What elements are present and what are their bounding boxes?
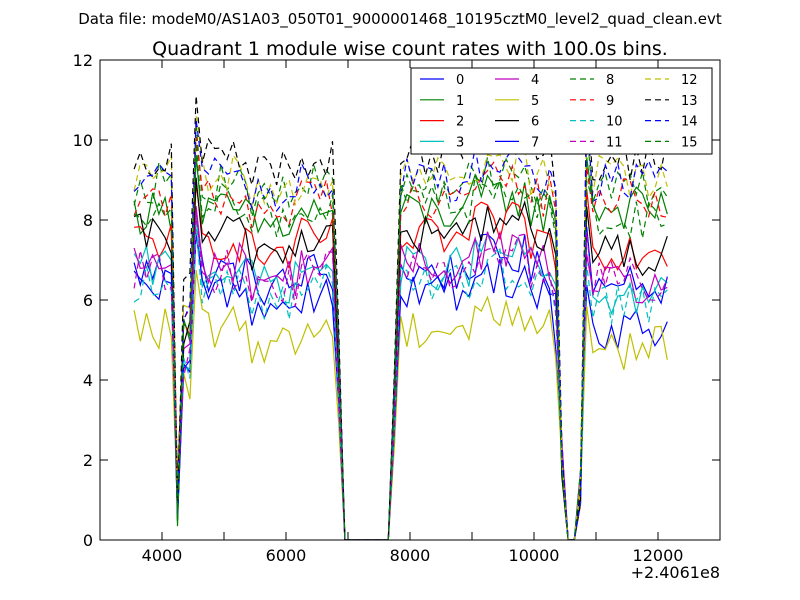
series-line-11 <box>133 212 668 540</box>
legend-label-14: 14 <box>681 115 698 130</box>
x-tick-label: 4000 <box>142 546 183 565</box>
legend-label-5: 5 <box>531 94 539 109</box>
legend-label-12: 12 <box>681 73 698 88</box>
series-line-10 <box>133 224 668 540</box>
y-tick-label: 4 <box>83 371 93 390</box>
legend-label-9: 9 <box>606 94 614 109</box>
legend-label-6: 6 <box>531 115 539 130</box>
chart-suptitle: Data file: modeM0/AS1A03_050T01_90000014… <box>78 10 722 29</box>
series-line-4 <box>133 206 668 540</box>
legend-label-8: 8 <box>606 73 614 88</box>
legend-label-11: 11 <box>606 135 623 150</box>
y-tick-label: 12 <box>73 51 93 70</box>
chart-title: Quadrant 1 module wise count rates with … <box>152 38 668 60</box>
y-tick-label: 8 <box>83 211 93 230</box>
legend-label-2: 2 <box>456 115 464 130</box>
y-tick-label: 2 <box>83 451 93 470</box>
y-tick-label: 6 <box>83 291 93 310</box>
y-tick-label: 10 <box>73 131 93 150</box>
series-line-13 <box>133 95 668 540</box>
series-line-14 <box>133 108 668 540</box>
x-tick-label: 12000 <box>633 546 684 565</box>
legend-label-4: 4 <box>531 73 539 88</box>
legend-label-10: 10 <box>606 115 623 130</box>
series-line-12 <box>133 116 668 540</box>
legend-label-7: 7 <box>531 135 539 150</box>
series-line-15 <box>133 143 668 540</box>
legend-box <box>410 67 713 155</box>
x-tick-label: 8000 <box>390 546 431 565</box>
series-line-5 <box>133 269 668 540</box>
plot-lines <box>133 95 668 540</box>
x-tick-label: 10000 <box>509 546 560 565</box>
y-tick-label: 0 <box>83 531 93 550</box>
legend-label-15: 15 <box>681 135 698 150</box>
legend-label-0: 0 <box>456 73 464 88</box>
legend-label-3: 3 <box>456 135 464 150</box>
legend-label-1: 1 <box>456 94 464 109</box>
x-tick-label: 6000 <box>266 546 307 565</box>
x-offset-label: +2.4061e8 <box>631 563 720 582</box>
legend-label-13: 13 <box>681 94 698 109</box>
